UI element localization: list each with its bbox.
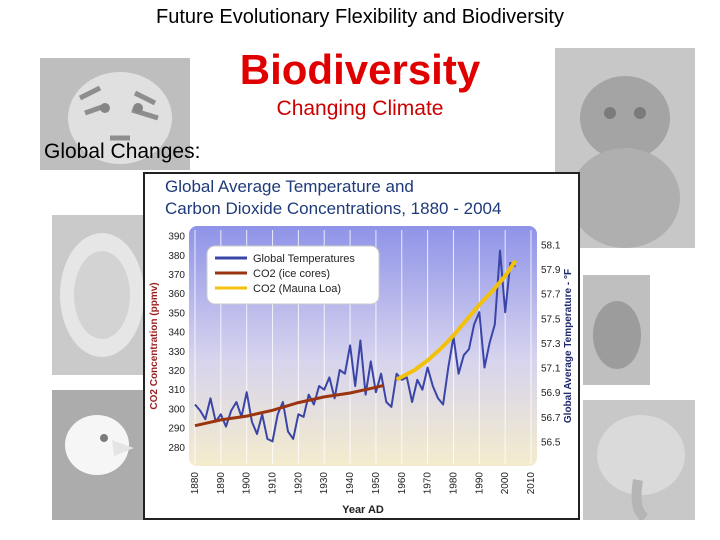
slide-subtitle: Changing Climate — [276, 97, 444, 120]
y-tick-label-left: 350 — [168, 308, 185, 319]
y-tick-label-left: 390 — [168, 232, 185, 243]
y-tick-label-right: 57.1 — [541, 364, 561, 375]
x-axis-label: Year AD — [342, 504, 384, 516]
x-tick-label: 1910 — [268, 472, 279, 495]
x-tick-label: 1960 — [397, 472, 408, 495]
y-tick-label-right: 57.9 — [541, 265, 561, 276]
y-tick-label-left: 380 — [168, 251, 185, 262]
x-tick-label: 1970 — [423, 472, 434, 495]
chart-title-line1: Global Average Temperature and — [165, 177, 414, 196]
y-tick-label-left: 290 — [168, 424, 185, 435]
temperature-line — [194, 249, 517, 443]
y-axis-label-left: CO2 Concentration (ppmv) — [149, 282, 160, 409]
x-tick-label: 1980 — [448, 472, 459, 495]
y-tick-label-left: 340 — [168, 328, 185, 339]
chart-frame: Global Average Temperature and Carbon Di… — [143, 172, 580, 520]
co2-mauna-loa-line — [395, 259, 518, 382]
x-tick-label: 1920 — [293, 472, 304, 495]
section-label: Global Changes: — [44, 140, 201, 163]
y-tick-label-right: 58.1 — [541, 240, 561, 251]
eagle-photo — [52, 390, 147, 520]
x-tick-label: 2010 — [526, 472, 537, 495]
x-tick-label: 1890 — [216, 472, 227, 495]
monkey-photo — [555, 48, 695, 248]
climate-chart: Global Average Temperature and Carbon Di… — [149, 177, 574, 516]
y-tick-label-left: 310 — [168, 385, 185, 396]
y-tick-label-left: 280 — [168, 443, 185, 454]
y-tick-label-left: 370 — [168, 270, 185, 281]
elephant-photo — [583, 400, 695, 520]
co2-ice-core-line — [194, 383, 385, 428]
y-tick-label-left: 360 — [168, 289, 185, 300]
y-tick-label-left: 330 — [168, 347, 185, 358]
slide-header: Future Evolutionary Flexibility and Biod… — [156, 6, 564, 28]
y-tick-label-right: 56.7 — [541, 413, 561, 424]
chart-title-line2: Carbon Dioxide Concentrations, 1880 - 20… — [165, 199, 501, 218]
y-tick-label-right: 57.3 — [541, 339, 561, 350]
tiger-photo — [40, 58, 190, 170]
y-axis-label-right: Global Average Temperature - °F — [563, 269, 574, 423]
y-tick-label-right: 57.5 — [541, 314, 561, 325]
x-tick-label: 1940 — [345, 472, 356, 495]
y-tick-label-left: 300 — [168, 404, 185, 415]
legend-entry-temp: Global Temperatures — [253, 253, 355, 265]
y-tick-label-right: 57.7 — [541, 290, 561, 301]
legend-entry-ice: CO2 (ice cores) — [253, 268, 330, 280]
y-tick-label-right: 56.5 — [541, 437, 561, 448]
legend-entry-mauna: CO2 (Mauna Loa) — [253, 283, 341, 295]
x-tick-label: 1990 — [474, 472, 485, 495]
x-tick-label: 1880 — [190, 472, 201, 495]
turtle-photo — [52, 215, 147, 375]
x-tick-label: 1930 — [319, 472, 330, 495]
bird-photo — [583, 275, 650, 385]
slide-title: Biodiversity — [239, 46, 481, 93]
chart-legend: Global Temperatures CO2 (ice cores) CO2 … — [206, 245, 380, 305]
x-tick-label: 1950 — [371, 472, 382, 495]
y-tick-label-right: 56.9 — [541, 388, 561, 399]
y-tick-label-left: 320 — [168, 366, 185, 377]
x-tick-label: 2000 — [500, 472, 511, 495]
x-tick-label: 1900 — [242, 472, 253, 495]
